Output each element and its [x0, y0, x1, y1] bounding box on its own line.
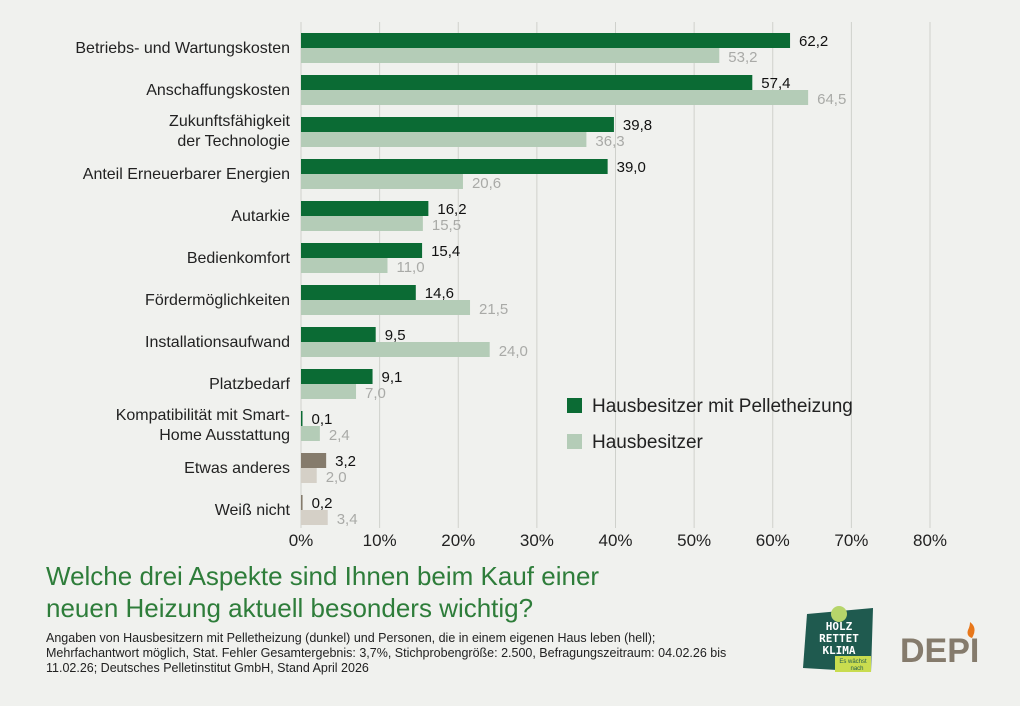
bar-hausbesitzer	[301, 174, 463, 189]
x-tick-label: 20%	[441, 531, 475, 550]
data-label-hausbesitzer: 2,0	[326, 469, 347, 486]
data-label-pellet: 3,2	[335, 453, 356, 470]
bar-pellet	[301, 117, 614, 132]
category-label: Zukunftsfähigkeit	[169, 113, 291, 130]
data-label-hausbesitzer: 3,4	[337, 511, 358, 528]
legend-swatch	[567, 434, 582, 449]
bar-pellet	[301, 285, 416, 300]
chart-title: Welche drei Aspekte sind Ihnen beim Kauf…	[46, 560, 599, 624]
category-label: Betriebs- und Wartungskosten	[75, 40, 290, 57]
data-label-pellet: 0,2	[312, 495, 333, 512]
category-label: Installationsaufwand	[145, 334, 290, 351]
data-label-pellet: 62,2	[799, 33, 828, 50]
bar-pellet	[301, 33, 791, 48]
bar-pellet	[301, 453, 327, 468]
holz-rettet-klima-logo: HOLZ RETTET KLIMA Es wächst nach	[803, 606, 873, 672]
svg-text:KLIMA: KLIMA	[822, 644, 855, 657]
legend-label: Hausbesitzer mit Pelletheizung	[592, 396, 853, 417]
data-label-pellet: 14,6	[425, 285, 454, 302]
category-label: Kompatibilität mit Smart-	[116, 407, 290, 424]
svg-text:DEPI: DEPI	[900, 632, 979, 666]
bar-hausbesitzer	[301, 384, 357, 399]
x-tick-label: 30%	[520, 531, 554, 550]
bar-hausbesitzer	[301, 48, 720, 63]
data-label-hausbesitzer: 7,0	[365, 385, 386, 402]
bar-pellet	[301, 75, 753, 90]
x-tick-label: 60%	[756, 531, 790, 550]
data-label-hausbesitzer: 24,0	[499, 343, 528, 360]
svg-text:Es wächst: Es wächst	[839, 659, 867, 665]
data-label-pellet: 0,1	[312, 411, 333, 428]
bar-pellet	[301, 159, 608, 174]
data-label-hausbesitzer: 64,5	[817, 91, 846, 108]
data-label-hausbesitzer: 2,4	[329, 427, 350, 444]
bar-hausbesitzer	[301, 510, 328, 525]
data-label-hausbesitzer: 15,5	[432, 217, 461, 234]
category-label: Anschaffungskosten	[146, 82, 290, 99]
bar-hausbesitzer	[301, 426, 320, 441]
x-tick-label: 50%	[677, 531, 711, 550]
data-label-hausbesitzer: 36,3	[595, 133, 624, 150]
x-tick-label: 80%	[913, 531, 947, 550]
bar-hausbesitzer	[301, 216, 423, 231]
category-label: der Technologie	[177, 133, 290, 150]
data-label-pellet: 9,5	[385, 327, 406, 344]
data-label-pellet: 16,2	[437, 201, 466, 218]
x-tick-label: 0%	[289, 531, 314, 550]
title-line: Welche drei Aspekte sind Ihnen beim Kauf…	[46, 561, 600, 591]
category-label: Bedienkomfort	[187, 250, 291, 267]
bar-pellet	[301, 327, 376, 342]
bar-hausbesitzer	[301, 258, 388, 273]
footnote: Angaben von Hausbesitzern mit Pelletheiz…	[46, 631, 727, 675]
data-label-pellet: 15,4	[431, 243, 460, 260]
data-label-hausbesitzer: 11,0	[396, 259, 424, 276]
category-label: Home Ausstattung	[159, 427, 290, 444]
bar-pellet	[301, 411, 303, 426]
category-label: Fördermöglichkeiten	[145, 292, 290, 309]
data-label-hausbesitzer: 20,6	[472, 175, 501, 192]
bar-pellet	[301, 201, 429, 216]
svg-text:HOLZ: HOLZ	[826, 620, 853, 633]
bar-hausbesitzer	[301, 300, 471, 315]
x-tick-label: 10%	[363, 531, 397, 550]
title-line: neuen Heizung aktuell besonders wichtig?	[46, 593, 534, 623]
category-label: Etwas anderes	[184, 460, 290, 477]
data-label-pellet: 9,1	[382, 369, 403, 386]
bar-pellet	[301, 495, 303, 510]
x-tick-label: 40%	[598, 531, 632, 550]
bar-pellet	[301, 369, 373, 384]
data-label-pellet: 39,0	[617, 159, 646, 176]
legend-label: Hausbesitzer	[592, 432, 704, 453]
category-label: Platzbedarf	[209, 376, 290, 393]
depi-logo: DEPI	[900, 622, 979, 666]
category-label: Weiß nicht	[215, 502, 291, 519]
bar-chart: 0% 10% 20% 30% 40% 50% 60% 70% 80% 62,2 53,2 Betrie…	[75, 22, 947, 550]
data-label-pellet: 39,8	[623, 117, 652, 134]
legend-swatch	[567, 398, 582, 413]
data-label-hausbesitzer: 21,5	[479, 301, 508, 318]
category-label: Autarkie	[231, 208, 290, 225]
x-tick-label: 70%	[834, 531, 868, 550]
bar-hausbesitzer	[301, 90, 809, 105]
data-label-pellet: 57,4	[761, 75, 790, 92]
bar-hausbesitzer	[301, 342, 490, 357]
bar-hausbesitzer	[301, 468, 317, 483]
category-label: Anteil Erneuerbarer Energien	[83, 166, 290, 183]
svg-text:nach: nach	[850, 666, 863, 672]
svg-text:RETTET: RETTET	[819, 632, 859, 645]
bar-hausbesitzer	[301, 132, 587, 147]
data-label-hausbesitzer: 53,2	[728, 49, 757, 66]
bar-pellet	[301, 243, 423, 258]
